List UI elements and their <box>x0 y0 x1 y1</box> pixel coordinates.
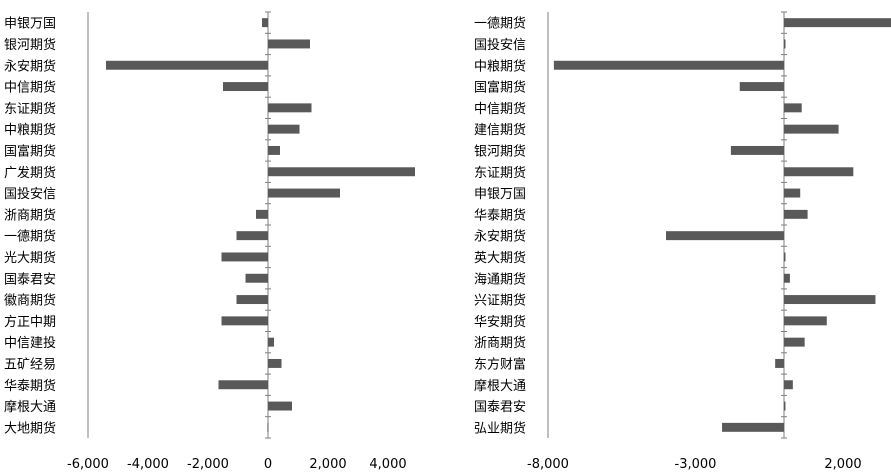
x-tick-label: -2,000 <box>187 457 229 472</box>
category-label: 华泰期货 <box>4 378 56 394</box>
category-label: 广发期货 <box>4 165 56 181</box>
category-label: 海通期货 <box>474 271 526 287</box>
bar <box>730 145 784 155</box>
x-tick-label: 2,000 <box>309 457 346 472</box>
bar <box>784 316 827 326</box>
bar <box>236 231 268 241</box>
category-label: 中信建投 <box>4 335 56 351</box>
bar <box>245 273 268 283</box>
category-label: 摩根大通 <box>4 399 56 415</box>
bar <box>268 103 312 113</box>
bar <box>666 231 784 241</box>
bar <box>784 252 786 262</box>
bar <box>784 18 891 28</box>
bar <box>775 358 784 368</box>
category-label: 建信期货 <box>474 122 526 138</box>
bar <box>784 39 786 49</box>
category-label: 申银万国 <box>474 187 526 202</box>
bar <box>256 209 268 219</box>
category-label: 英大期货 <box>474 250 526 266</box>
category-label: 申银万国 <box>4 17 56 32</box>
category-label: 浙商期货 <box>474 335 526 351</box>
category-label: 弘业期货 <box>474 420 526 436</box>
category-label: 国富期货 <box>4 143 56 159</box>
bar <box>784 188 801 198</box>
category-label: 中粮期货 <box>474 58 526 74</box>
x-tick-label: 0 <box>264 457 272 472</box>
bar <box>268 358 282 368</box>
bar <box>268 39 310 49</box>
bar <box>221 252 268 262</box>
bar <box>218 380 268 390</box>
category-label: 五矿经易 <box>4 357 56 372</box>
category-label: 徽商期货 <box>4 293 56 309</box>
category-label: 东方财富 <box>474 356 526 372</box>
category-label: 银河期货 <box>4 37 56 53</box>
bar <box>784 209 808 219</box>
bar <box>236 295 268 305</box>
category-label: 中粮期货 <box>4 122 56 138</box>
bar <box>784 380 793 390</box>
category-label: 国泰君安 <box>4 272 56 287</box>
category-label: 摩根大通 <box>474 378 526 394</box>
bar <box>268 167 415 177</box>
category-label: 浙商期货 <box>4 207 56 223</box>
bar <box>722 422 784 432</box>
bar <box>784 337 805 347</box>
category-label: 方正中期 <box>4 314 56 330</box>
category-label: 中信期货 <box>4 80 56 96</box>
x-tick-label: -6,000 <box>67 457 109 472</box>
category-label: 华安期货 <box>474 314 526 330</box>
bar <box>784 295 876 305</box>
category-label: 光大期货 <box>4 250 56 266</box>
category-label: 一德期货 <box>474 16 526 32</box>
category-label: 东证期货 <box>474 165 526 181</box>
bar <box>221 316 268 326</box>
x-tick-label: 2,000 <box>824 457 861 472</box>
category-label: 一德期货 <box>4 229 56 245</box>
left-bar-chart: 申银万国银河期货永安期货中信期货东证期货中粮期货国富期货广发期货国投安信浙商期货… <box>4 11 415 472</box>
category-label: 大地期货 <box>4 420 56 436</box>
category-label: 银河期货 <box>474 143 526 159</box>
x-tick-label: 4,000 <box>369 457 406 472</box>
right-bar-chart: 一德期货国投安信中粮期货国富期货中信期货建信期货银河期货东证期货申银万国华泰期货… <box>474 11 891 472</box>
category-label: 国泰君安 <box>474 400 526 415</box>
bar <box>784 124 839 134</box>
category-label: 国富期货 <box>474 80 526 96</box>
x-tick-label: -3,000 <box>675 457 717 472</box>
category-label: 国投安信 <box>474 37 526 53</box>
bar <box>784 167 854 177</box>
category-label: 国投安信 <box>4 186 56 202</box>
bar <box>268 145 280 155</box>
category-label: 永安期货 <box>4 58 56 74</box>
category-label: 华泰期货 <box>474 207 526 223</box>
bar <box>262 18 268 28</box>
bar <box>268 337 274 347</box>
bar <box>739 82 784 92</box>
category-label: 中信期货 <box>474 101 526 117</box>
bar <box>268 401 292 411</box>
bar <box>553 60 784 70</box>
category-label: 东证期货 <box>4 101 56 117</box>
bar <box>223 82 268 92</box>
bar <box>106 60 268 70</box>
bar <box>784 273 790 283</box>
bar <box>784 401 786 411</box>
bar <box>268 124 300 134</box>
bar <box>268 188 340 198</box>
x-tick-label: -8,000 <box>527 457 569 472</box>
category-label: 永安期货 <box>474 229 526 245</box>
category-label: 兴证期货 <box>474 293 526 309</box>
bar <box>267 422 269 432</box>
x-tick-label: -4,000 <box>127 457 169 472</box>
bar <box>784 103 802 113</box>
